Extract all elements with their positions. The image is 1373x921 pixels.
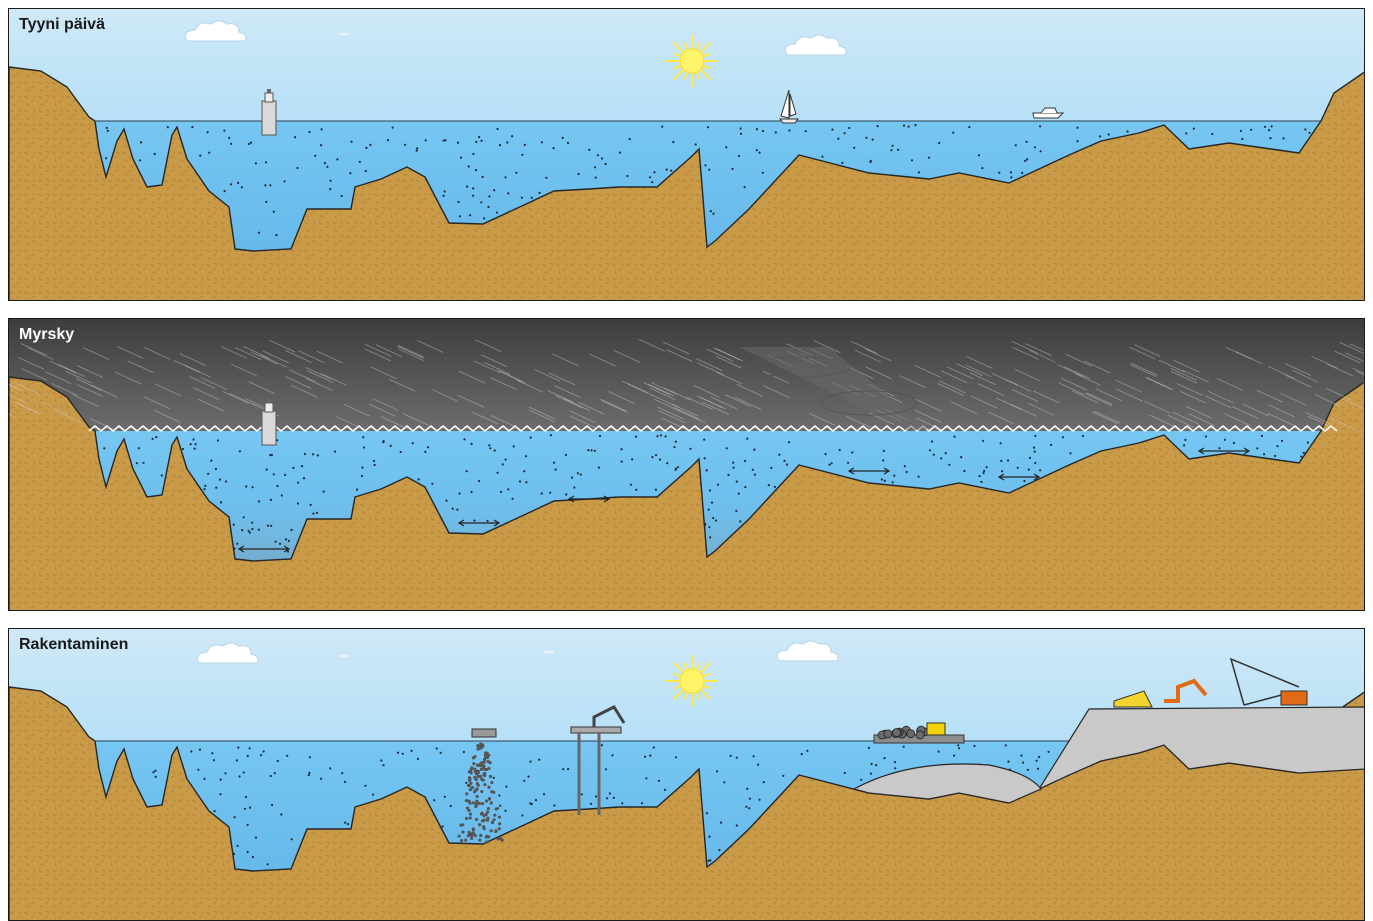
suspended-particles [152, 743, 1298, 866]
bird-icon [543, 650, 555, 655]
cloud-icon [776, 640, 839, 662]
sediment-arrows [237, 447, 1251, 553]
panel-storm: Myrsky [8, 318, 1365, 611]
panel-title: Tyyni päivä [19, 16, 105, 33]
dumped-sediment [457, 742, 504, 844]
bird-icon [338, 32, 350, 37]
dump-truck-icon [1280, 690, 1308, 706]
underwater-fill [852, 763, 1042, 804]
scene-calm [9, 9, 1364, 300]
scene-construction [9, 629, 1364, 920]
barge-icon [873, 722, 965, 744]
sun-icon [666, 655, 718, 707]
cloud-icon [196, 642, 259, 664]
excavator-icon [1164, 678, 1208, 703]
pontoon-icon [471, 728, 497, 738]
land-fill [1037, 706, 1364, 791]
cloud-icon [184, 20, 247, 42]
ship-icon [261, 89, 277, 136]
sun-icon [666, 35, 718, 87]
tornado-icon [739, 347, 929, 431]
ship-icon [261, 399, 277, 446]
motorboat-icon [1032, 107, 1065, 119]
bird-icon [338, 654, 350, 659]
scene-storm [9, 319, 1364, 610]
seabed [9, 66, 1364, 300]
panel-title: Rakentaminen [19, 636, 129, 653]
seabed [9, 376, 1364, 610]
panel-title: Myrsky [19, 326, 75, 343]
waves [88, 424, 1338, 433]
suspended-particles [103, 434, 1309, 553]
panel-construction: Rakentaminen [8, 628, 1365, 921]
dredger-icon [570, 705, 626, 815]
whirl [748, 356, 850, 378]
cloud-icon [784, 34, 847, 56]
sailboat-icon [779, 89, 799, 124]
suspended-particles [105, 124, 1311, 237]
panel-calm-day: Tyyni päivä [8, 8, 1365, 301]
dump-truck-icon [1113, 690, 1153, 708]
bulldozer-icon [926, 722, 946, 736]
whirl [820, 390, 918, 416]
